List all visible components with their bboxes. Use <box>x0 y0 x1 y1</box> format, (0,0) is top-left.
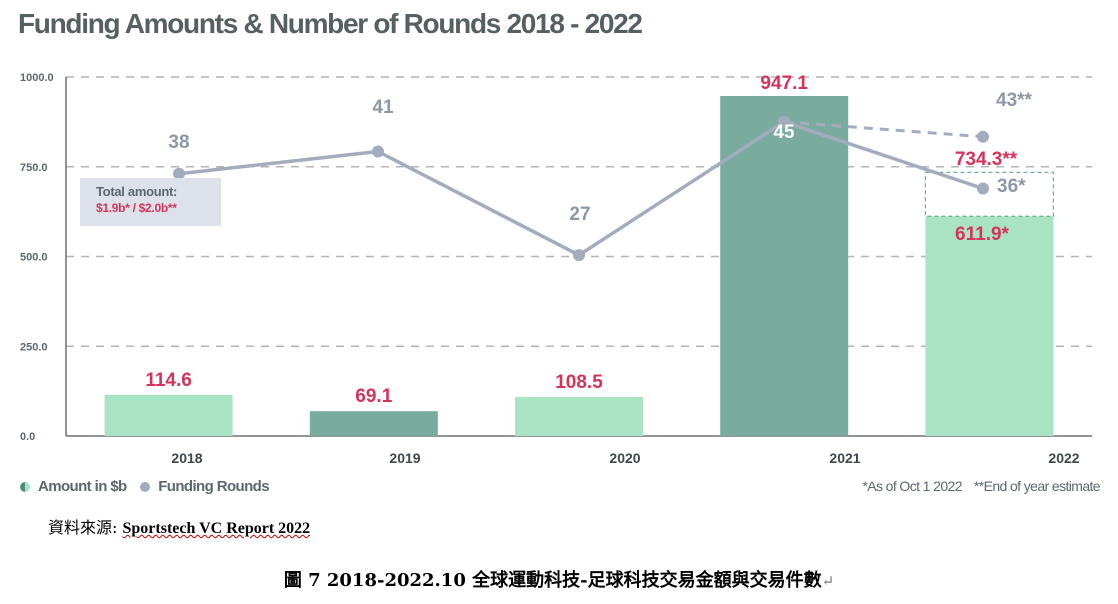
amount-bar <box>309 411 438 436</box>
amount-data-label: 69.1 <box>355 386 392 407</box>
funding-rounds-line <box>178 120 984 257</box>
funding-rounds-point <box>778 115 790 128</box>
x-tick-label: 2022 <box>1048 450 1079 466</box>
total-amount-box: Total amount: $1.9b* / $2.0b** <box>80 178 221 226</box>
amount-data-label: 108.5 <box>555 372 603 393</box>
x-tick-label: 2019 <box>389 450 420 466</box>
total-amount-value: $1.9b* / $2.0b** <box>96 201 177 215</box>
rounds-data-label: 41 <box>372 97 394 118</box>
rounds-estimate-label: 43** <box>996 90 1033 111</box>
amount-bar <box>720 95 849 437</box>
source-label: 資料來源: <box>48 518 123 537</box>
figure-caption: 圖 7 2018-2022.10 全球運動科技-足球科技交易金額與交易件數↵ <box>0 566 1118 592</box>
amount-bar <box>104 394 233 436</box>
funding-rounds-point <box>173 167 185 180</box>
funding-rounds-point <box>977 182 989 195</box>
y-tick-label: 0.0 <box>20 431 35 443</box>
x-tick-label: 2020 <box>609 450 640 466</box>
y-tick-label: 750.0 <box>20 162 48 174</box>
amount-bar <box>925 216 1054 436</box>
x-tick-label: 2018 <box>171 450 202 466</box>
amount-data-label: 947.1 <box>760 73 808 94</box>
funding-rounds-point <box>573 249 585 262</box>
chart-legend: Amount in $b Funding Rounds <box>20 478 270 495</box>
y-tick-label: 1000.0 <box>20 72 54 84</box>
footnotes: *As of Oct 1 2022 **End of year estimate <box>862 478 1100 494</box>
rounds-data-label: 45 <box>773 122 795 143</box>
rounds-legend-dot-icon <box>140 482 151 492</box>
x-tick-label: 2021 <box>829 450 860 466</box>
rounds-data-label: 38 <box>168 132 189 153</box>
source-line: 資料來源: Sportstech VC Report 2022 <box>48 514 310 538</box>
rounds-data-label: 36* <box>997 176 1026 197</box>
amount-bar <box>515 397 643 436</box>
total-amount-label: Total amount: <box>96 184 178 199</box>
amount-data-label: 611.9* <box>955 224 1009 245</box>
y-tick-label: 500.0 <box>20 252 48 264</box>
legend-amount-label: Amount in $b <box>38 478 127 495</box>
funding-rounds-point <box>372 145 384 158</box>
paragraph-mark-icon: ↵ <box>821 572 835 590</box>
chart-title: Funding Amounts & Number of Rounds 2018 … <box>18 8 643 39</box>
amount-estimate-label: 734.3** <box>955 149 1018 170</box>
funding-rounds-estimate-line <box>783 120 984 139</box>
estimate-bar-outline <box>924 171 1055 217</box>
footnote-end-of-year: **End of year estimate <box>973 478 1101 494</box>
amount-legend-dot-icon <box>20 482 30 492</box>
rounds-data-label: 27 <box>569 204 590 225</box>
source-value: Sportstech VC Report 2022 <box>122 520 311 537</box>
amount-data-label: 114.6 <box>145 370 192 391</box>
legend-rounds-label: Funding Rounds <box>158 478 269 495</box>
figure-caption-text: 圖 7 2018-2022.10 全球運動科技-足球科技交易金額與交易件數 <box>283 570 822 591</box>
y-tick-label: 250.0 <box>20 341 48 353</box>
funding-rounds-estimate-point <box>977 130 989 143</box>
footnote-as-of: *As of Oct 1 2022 <box>862 478 962 494</box>
